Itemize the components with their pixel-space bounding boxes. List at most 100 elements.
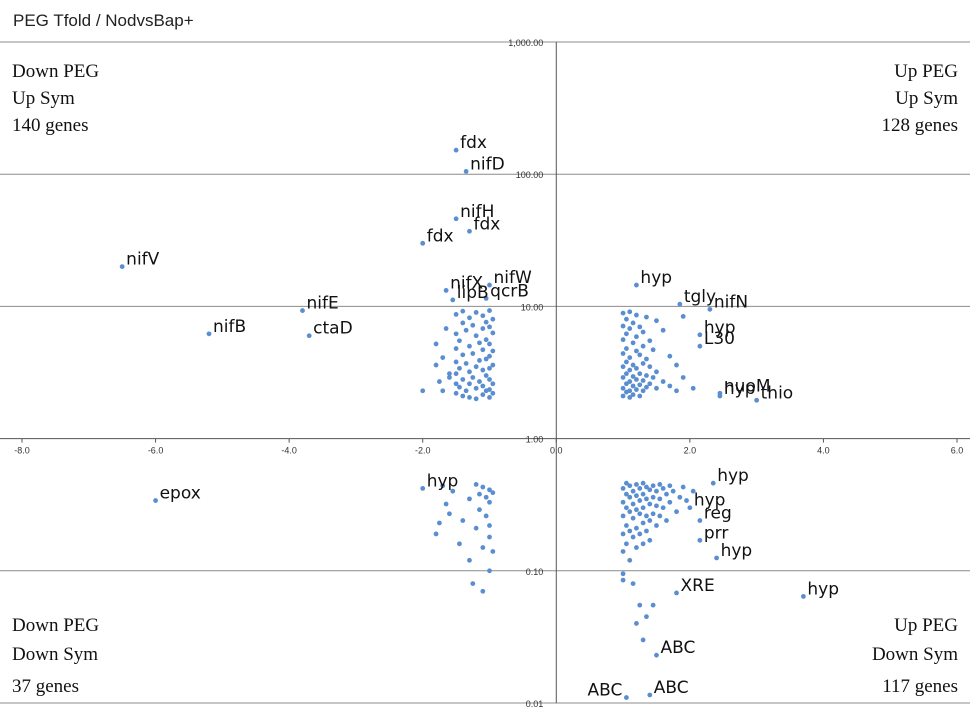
data-point bbox=[697, 518, 703, 523]
data-point bbox=[624, 331, 629, 337]
data-point bbox=[657, 482, 663, 487]
data-point bbox=[717, 393, 723, 399]
data-point bbox=[627, 326, 633, 331]
data-point bbox=[637, 602, 643, 608]
data-point bbox=[640, 329, 646, 335]
data-point bbox=[640, 491, 646, 497]
data-point bbox=[660, 379, 666, 384]
quadrant-label: 117 genes bbox=[882, 676, 958, 697]
data-point bbox=[457, 365, 462, 371]
data-point bbox=[447, 375, 452, 380]
point-annotation: XRE bbox=[681, 576, 715, 596]
data-point bbox=[306, 333, 312, 339]
point-annotation: ABC bbox=[660, 638, 695, 658]
data-point bbox=[680, 375, 686, 380]
data-point bbox=[637, 393, 643, 399]
data-point bbox=[664, 491, 669, 497]
data-point bbox=[473, 333, 479, 339]
axes bbox=[0, 42, 970, 703]
data-point bbox=[477, 340, 482, 346]
data-point bbox=[447, 371, 452, 377]
data-point bbox=[119, 264, 125, 270]
data-point bbox=[630, 392, 636, 398]
data-point bbox=[800, 594, 806, 599]
data-point bbox=[453, 390, 459, 396]
quadrant-bottom-left: Down PEG Down Sym 37 genes bbox=[12, 615, 99, 697]
data-point bbox=[630, 374, 636, 379]
quadrant-label: 37 genes bbox=[12, 676, 79, 697]
data-point bbox=[463, 327, 469, 333]
data-point bbox=[620, 393, 626, 399]
point-annotation: nifX bbox=[450, 273, 483, 293]
data-point bbox=[487, 324, 492, 330]
data-point bbox=[627, 483, 633, 489]
data-point bbox=[620, 571, 626, 577]
data-point bbox=[697, 343, 703, 349]
data-point bbox=[620, 337, 626, 343]
data-point bbox=[450, 297, 456, 303]
data-point bbox=[443, 288, 449, 293]
data-point bbox=[470, 581, 476, 587]
data-point bbox=[634, 493, 639, 499]
data-point bbox=[670, 488, 676, 494]
data-point bbox=[630, 383, 636, 389]
data-point bbox=[697, 332, 703, 338]
point-annotation: hyp bbox=[427, 471, 459, 491]
point-annotation: nifD bbox=[470, 154, 505, 174]
data-point bbox=[634, 525, 639, 531]
data-point bbox=[620, 364, 626, 370]
data-point bbox=[637, 531, 643, 537]
data-point bbox=[487, 377, 492, 382]
data-point bbox=[624, 346, 629, 351]
data-point bbox=[644, 384, 649, 390]
data-point bbox=[460, 377, 466, 382]
point-annotation: nifH bbox=[460, 202, 494, 222]
data-point bbox=[487, 534, 492, 540]
point-annotation: hyp bbox=[640, 268, 672, 288]
point-annotation: epox bbox=[160, 484, 201, 504]
data-point bbox=[480, 392, 486, 398]
data-point bbox=[644, 356, 649, 362]
data-point bbox=[644, 614, 649, 620]
data-point bbox=[463, 361, 469, 366]
quadrant-label: Up Sym bbox=[12, 88, 75, 109]
data-point bbox=[467, 496, 472, 502]
data-point bbox=[630, 515, 636, 521]
data-point bbox=[457, 338, 462, 344]
data-point bbox=[690, 488, 696, 494]
point-annotation: hyp bbox=[724, 379, 756, 399]
x-tick-label: 2.0 bbox=[684, 446, 697, 456]
data-point bbox=[654, 503, 659, 509]
point-annotation: hyp bbox=[704, 318, 736, 338]
data-point bbox=[634, 545, 639, 550]
data-point bbox=[453, 311, 459, 317]
point-annotation: nifE bbox=[307, 294, 339, 314]
data-point bbox=[487, 523, 492, 528]
y-tick-label: 0.01 bbox=[526, 699, 544, 709]
point-annotation: fdx bbox=[427, 226, 454, 246]
data-point bbox=[637, 511, 643, 517]
data-point bbox=[647, 692, 653, 698]
data-point bbox=[300, 308, 305, 313]
data-point bbox=[634, 377, 639, 382]
data-point bbox=[640, 378, 646, 383]
data-point bbox=[690, 385, 696, 391]
data-point bbox=[630, 362, 636, 368]
data-point bbox=[660, 327, 666, 333]
data-point bbox=[630, 581, 636, 587]
data-point bbox=[453, 381, 459, 387]
data-point bbox=[684, 498, 689, 503]
data-point bbox=[470, 351, 476, 356]
data-point bbox=[624, 480, 629, 486]
data-point bbox=[644, 484, 649, 490]
data-point bbox=[440, 355, 446, 360]
data-point bbox=[697, 537, 703, 543]
data-point bbox=[637, 352, 643, 358]
data-point bbox=[470, 322, 476, 328]
data-point bbox=[640, 637, 646, 643]
data-point bbox=[470, 375, 476, 380]
data-point bbox=[460, 308, 466, 314]
data-point bbox=[674, 590, 679, 596]
point-annotation: fdx bbox=[460, 133, 487, 153]
data-point bbox=[453, 371, 459, 377]
